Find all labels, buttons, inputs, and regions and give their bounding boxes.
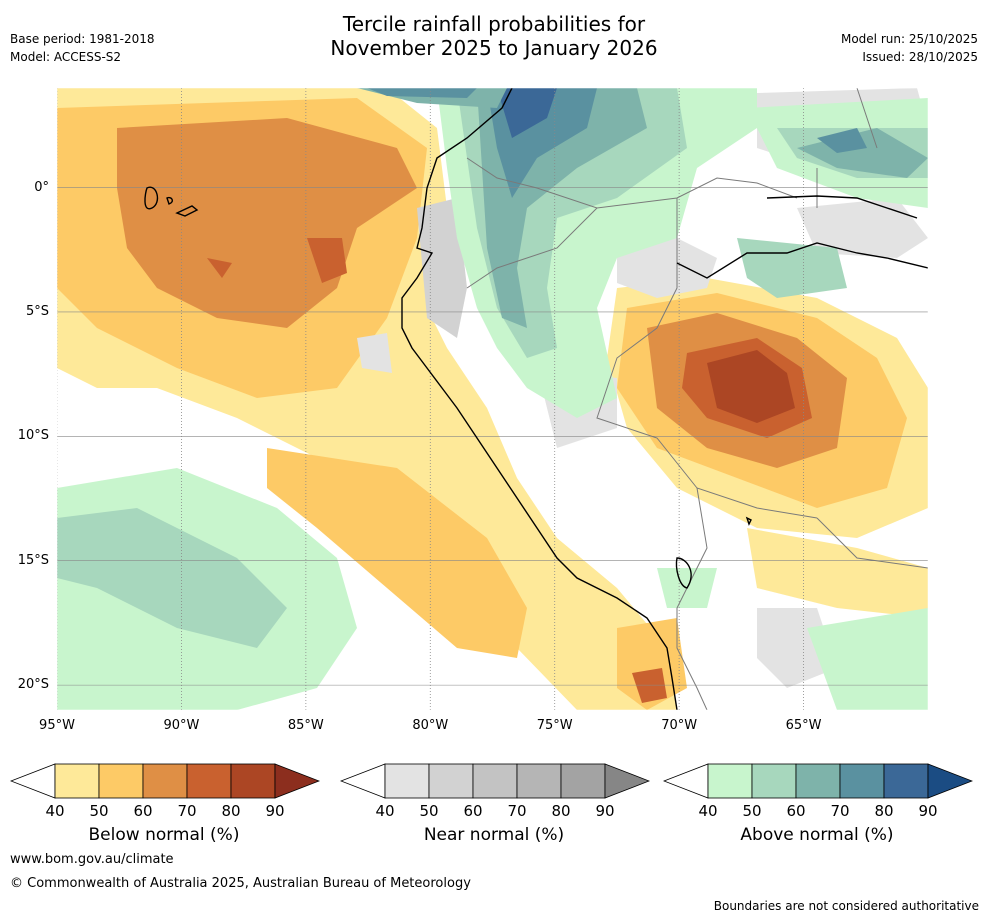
colorbar-title: Near normal (%) <box>423 825 565 845</box>
latitude-tick-label: 5°S <box>25 303 49 319</box>
colorbar-segment <box>186 763 232 799</box>
colorbar-tick-label: 90 <box>918 802 938 820</box>
meta-right: Model run: 25/10/2025 Issued: 28/10/2025 <box>841 30 978 66</box>
colorbar-tick-label: 70 <box>507 802 527 820</box>
longitude-tick-label: 75°W <box>536 718 573 733</box>
colorbar-0 <box>10 763 320 799</box>
colorbar-tick-label: 50 <box>742 802 762 820</box>
colorbar-tick-label: 60 <box>133 802 153 820</box>
chart-title: Tercile rainfall probabilities for Novem… <box>0 12 988 60</box>
longitude-tick-label: 85°W <box>287 718 324 733</box>
colorbar-min-extend <box>663 763 709 799</box>
colorbar-1 <box>340 763 650 799</box>
colorbar-max-extend <box>604 763 650 799</box>
colorbar-segment <box>795 763 841 799</box>
colorbar-segment <box>142 763 188 799</box>
colorbar-tick-label: 70 <box>177 802 197 820</box>
colorbar-tick-label: 40 <box>698 802 718 820</box>
colorbar-2 <box>663 763 973 799</box>
grid-lines <box>57 88 928 710</box>
model-run: Model run: 25/10/2025 <box>840 32 978 46</box>
colorbar-segment <box>707 763 753 799</box>
footer-copyright: © Commonwealth of Australia 2025, Austra… <box>10 876 471 891</box>
colorbar-segment <box>751 763 797 799</box>
colorbar-tick-label: 70 <box>830 802 850 820</box>
colorbar-segment <box>560 763 606 799</box>
title-line-2: November 2025 to January 2026 <box>330 36 658 60</box>
longitude-tick-label: 90°W <box>163 718 200 733</box>
longitude-tick-label: 95°W <box>39 718 75 733</box>
colorbar-tick-label: 50 <box>89 802 109 820</box>
colorbar-tick-label: 80 <box>221 802 241 820</box>
colorbar-segment <box>516 763 562 799</box>
colorbar-segment <box>839 763 885 799</box>
longitude-tick-label: 80°W <box>412 718 449 733</box>
footer-disclaimer: Boundaries are not considered authoritat… <box>713 899 979 913</box>
colorbar-min-extend <box>340 763 386 799</box>
colorbar-segment <box>883 763 929 799</box>
colorbar-tick-label: 90 <box>265 802 285 820</box>
colorbar-title: Below normal (%) <box>88 825 240 845</box>
colorbar-title: Above normal (%) <box>740 825 894 845</box>
latitude-tick-label: 15°S <box>17 552 49 568</box>
colorbar-max-extend <box>274 763 320 799</box>
footer-url[interactable]: www.bom.gov.au/climate <box>10 852 174 867</box>
colorbar-tick-label: 80 <box>551 802 571 820</box>
title-line-1: Tercile rainfall probabilities for <box>342 12 646 36</box>
colorbar-tick-label: 80 <box>874 802 894 820</box>
colorbar-tick-label: 40 <box>45 802 65 820</box>
base-period: Base period: 1981-2018 <box>10 32 155 46</box>
country-borders <box>466 88 928 710</box>
colorbar-segment <box>384 763 430 799</box>
colorbar-segment <box>54 763 100 799</box>
longitude-tick-label: 70°W <box>661 718 698 733</box>
latitude-tick-label: 10°S <box>17 428 49 444</box>
colorbar-min-extend <box>10 763 56 799</box>
issued-date: Issued: 28/10/2025 <box>862 50 978 64</box>
colorbar-tick-label: 50 <box>419 802 439 820</box>
colorbar-tick-label: 90 <box>595 802 615 820</box>
colorbar-max-extend <box>927 763 973 799</box>
longitude-tick-label: 65°W <box>785 718 822 733</box>
colorbar-segment <box>230 763 276 799</box>
model-name: Model: ACCESS-S2 <box>10 50 122 64</box>
colorbar-tick-label: 40 <box>375 802 395 820</box>
coastline <box>144 88 928 710</box>
colorbar-segment <box>98 763 144 799</box>
colorbar-tick-label: 60 <box>463 802 483 820</box>
probability-shading <box>57 88 928 710</box>
latitude-tick-label: 0° <box>34 179 49 195</box>
colorbar-segment <box>472 763 518 799</box>
probability-map <box>57 88 928 710</box>
latitude-tick-label: 20°S <box>17 677 49 693</box>
meta-left: Base period: 1981-2018 Model: ACCESS-S2 <box>10 30 155 66</box>
colorbar-tick-label: 60 <box>786 802 806 820</box>
colorbar-segment <box>428 763 474 799</box>
